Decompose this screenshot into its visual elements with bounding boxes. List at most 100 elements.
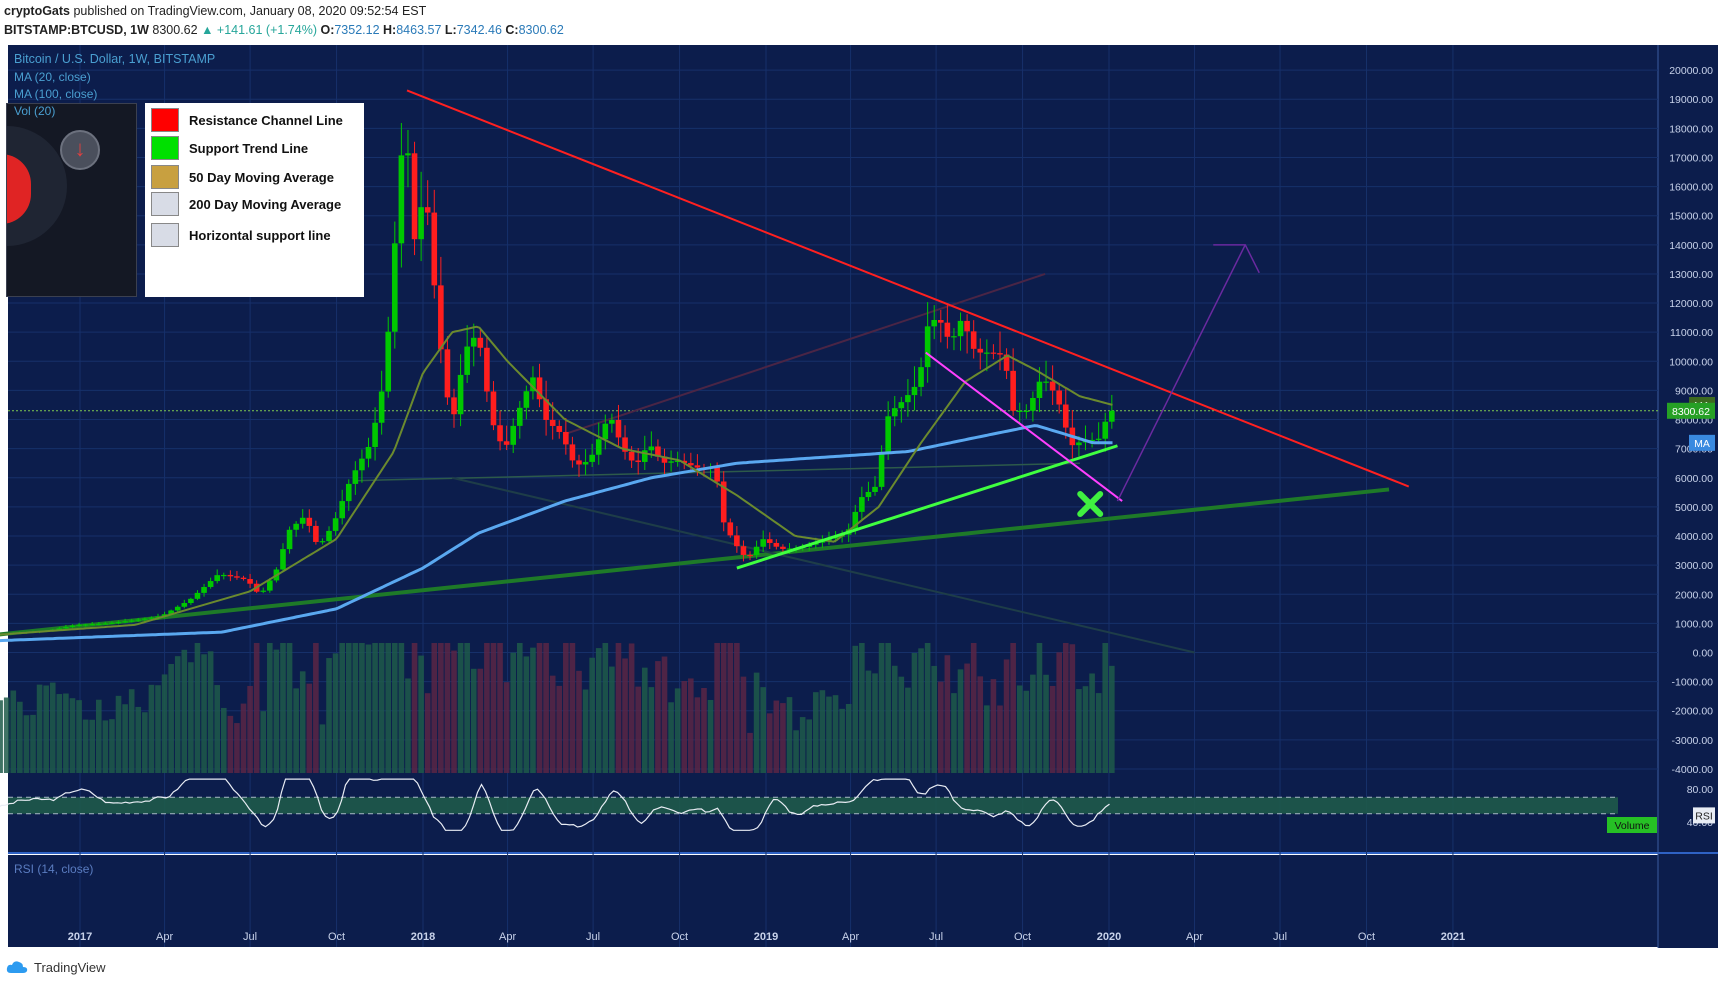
candle-body xyxy=(477,337,484,348)
candle-body xyxy=(1089,439,1095,442)
candle-body xyxy=(595,439,602,455)
low-value: 7342.46 xyxy=(456,23,502,37)
candle-body xyxy=(694,465,701,468)
candle-body xyxy=(1102,421,1109,439)
candle-body xyxy=(563,431,569,445)
volume-bar xyxy=(924,643,931,773)
download-arrow-icon[interactable]: ↓ xyxy=(60,130,100,170)
volume-bar xyxy=(813,692,819,773)
close-value: 8300.62 xyxy=(518,23,564,37)
candle-body xyxy=(220,574,227,577)
volume-bar xyxy=(293,688,299,773)
candle-body xyxy=(135,619,142,621)
projection-arrowhead xyxy=(1213,244,1260,274)
brand-name[interactable]: TradingView xyxy=(34,959,106,975)
candle-body xyxy=(339,501,345,519)
volume-bar xyxy=(188,662,194,773)
volume-badge: Volume xyxy=(1607,817,1657,833)
x-tick-label: 2018 xyxy=(411,931,435,943)
volume-bar xyxy=(23,715,30,773)
legend: Resistance Channel Line Support Trend Li… xyxy=(145,103,364,297)
price-scale[interactable] xyxy=(1658,45,1718,948)
volume-bar xyxy=(234,723,240,773)
projection-up[interactable] xyxy=(1116,244,1246,502)
ma-badge-bottom: MA xyxy=(1689,434,1715,451)
y-tick-label: 14000.00 xyxy=(1669,240,1713,252)
candle-body xyxy=(319,541,326,543)
author-name[interactable]: cryptoGats xyxy=(4,4,70,18)
candle-body xyxy=(424,207,431,213)
legend-label: 50 Day Moving Average xyxy=(189,169,334,185)
volume-bar xyxy=(135,706,142,773)
publish-info: published on TradingView.com, January 08… xyxy=(70,4,427,18)
legend-label: 200 Day Moving Average xyxy=(189,196,342,212)
y-tick-label: 0.00 xyxy=(1693,648,1714,660)
price-badge-bg xyxy=(1667,402,1715,419)
volume-bar xyxy=(372,643,378,773)
dark-channel-lower[interactable] xyxy=(451,476,1195,654)
volume-bar xyxy=(1082,686,1089,773)
volume-bar xyxy=(674,688,681,773)
rsi-pane[interactable] xyxy=(8,855,1658,947)
volume-bar xyxy=(806,719,813,773)
legend-label: Support Trend Line xyxy=(189,140,309,156)
candle-body xyxy=(82,624,89,626)
candle-body xyxy=(582,461,589,465)
candle-body xyxy=(194,592,201,599)
candle-body xyxy=(240,577,247,580)
volume-badge-bg xyxy=(1607,817,1657,833)
volume-bar xyxy=(510,652,517,773)
candle-body xyxy=(503,441,510,445)
long-support-line[interactable] xyxy=(0,487,1390,637)
volume-bar xyxy=(63,693,69,773)
candle-body xyxy=(142,618,148,620)
volume-bar xyxy=(530,647,536,773)
volume-bar xyxy=(720,643,727,773)
legend-label: Resistance Channel Line xyxy=(189,112,343,128)
volume-bar xyxy=(760,687,766,773)
volume-bar xyxy=(582,689,589,773)
candle-body xyxy=(661,456,668,463)
candle-body xyxy=(332,518,339,531)
volume-bar xyxy=(681,681,688,773)
volume-bar xyxy=(911,652,918,773)
volume-bar xyxy=(964,663,970,773)
candle-body xyxy=(181,603,188,607)
candle-body xyxy=(168,610,174,615)
candle-body xyxy=(569,444,576,461)
candle-body xyxy=(549,419,556,426)
volume-bar xyxy=(17,701,23,773)
volume-bar xyxy=(398,643,405,773)
resistance-channel-line[interactable] xyxy=(406,89,1410,488)
footer: TradingView xyxy=(6,955,106,979)
support-trend-line[interactable] xyxy=(736,444,1118,570)
chart-title[interactable]: Bitcoin / U.S. Dollar, 1W, BITSTAMP xyxy=(14,52,216,66)
volume-bar xyxy=(102,720,109,773)
volume-bar xyxy=(957,669,964,773)
candle-body xyxy=(964,320,970,332)
dark-channel-upper[interactable] xyxy=(564,272,1046,436)
candle-body xyxy=(227,574,234,577)
volume-bar xyxy=(181,649,188,773)
volume-bar xyxy=(589,657,595,773)
ma20-label[interactable]: MA (20, close) xyxy=(14,70,91,84)
magenta-down-line[interactable] xyxy=(925,351,1123,502)
candle-body xyxy=(865,491,872,498)
volume-bar xyxy=(286,643,293,773)
volume-label[interactable]: Vol (20) xyxy=(14,104,56,118)
candle-body xyxy=(444,349,451,398)
y-tick-label: 19000.00 xyxy=(1669,94,1713,106)
rsi-label[interactable]: RSI (14, close) xyxy=(14,862,94,876)
candle-body xyxy=(109,622,115,624)
candle-body xyxy=(392,243,398,332)
volume-bar xyxy=(536,643,543,773)
volume-bar xyxy=(122,704,128,773)
candle-body xyxy=(234,576,240,578)
candle-body xyxy=(352,470,359,484)
volume-bar xyxy=(747,732,753,773)
volume-bar xyxy=(872,673,878,773)
volume-bar xyxy=(595,648,602,773)
volume-bar xyxy=(332,653,339,773)
volume-bar xyxy=(1076,689,1082,773)
ma100-label[interactable]: MA (100, close) xyxy=(14,87,98,101)
